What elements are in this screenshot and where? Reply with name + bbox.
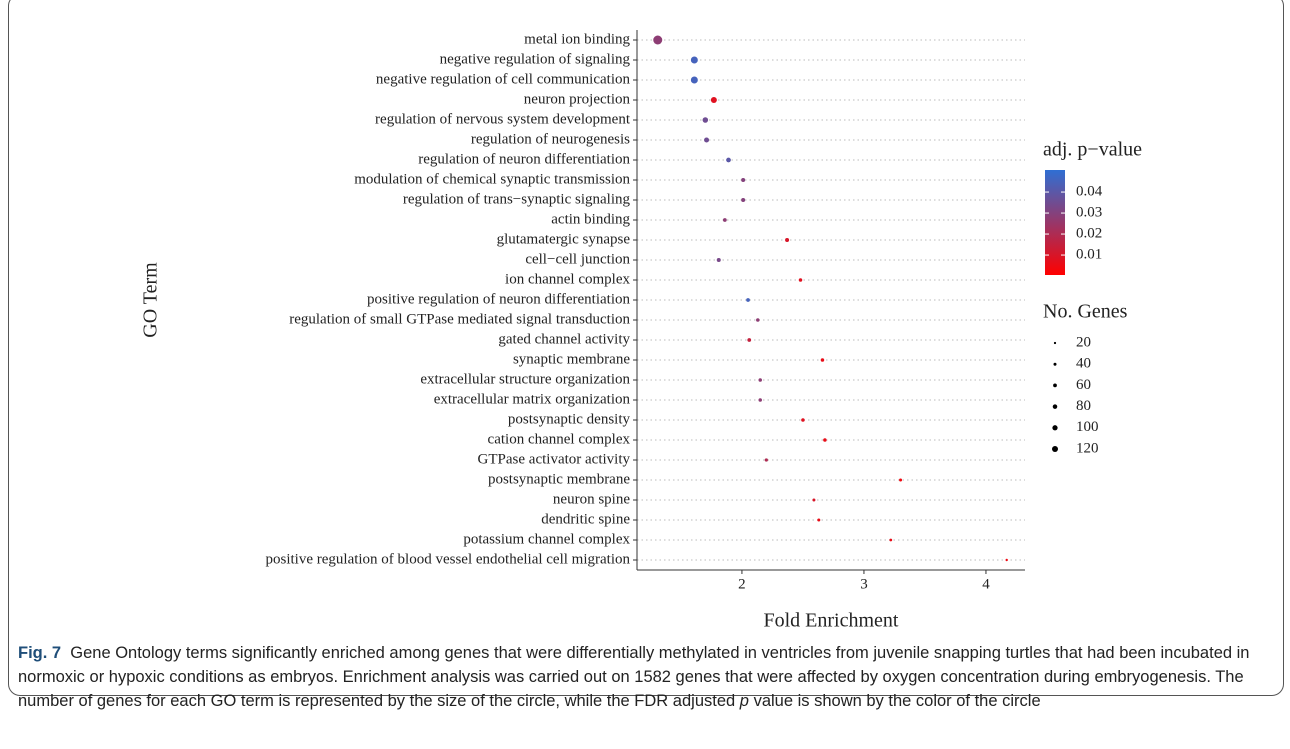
dot [741, 178, 746, 182]
y-tick-label: ion channel complex [505, 271, 630, 287]
y-tick-label: metal ion binding [524, 31, 630, 47]
color-bar [1045, 170, 1065, 275]
chart: GO Term Fold Enrichment adj. p−value No.… [140, 30, 1142, 632]
x-tick-label: 4 [982, 576, 990, 592]
y-tick-label: neuron projection [524, 91, 631, 107]
y-tick-label: negative regulation of signaling [440, 51, 631, 67]
dot [690, 56, 698, 64]
dot [702, 117, 709, 123]
size-legend-label: 40 [1076, 356, 1091, 372]
y-tick-label: synaptic membrane [513, 351, 630, 367]
y-tick-label: actin binding [551, 211, 630, 227]
x-tick-label: 3 [860, 576, 868, 592]
dot [722, 218, 727, 222]
y-tick-label: positive regulation of neuron differenti… [367, 291, 630, 307]
y-tick-label: regulation of small GTPase mediated sign… [289, 311, 630, 327]
caption-label: Fig. 7 [18, 644, 62, 662]
y-tick-label: gated channel activity [498, 331, 630, 347]
caption-text: Gene Ontology terms significantly enrich… [18, 644, 1250, 710]
dot [704, 137, 710, 143]
dot [801, 418, 805, 422]
y-tick-label: GTPase activator activity [478, 451, 631, 467]
dot [785, 238, 790, 242]
color-tick-label: 0.02 [1076, 225, 1102, 241]
y-tick-label: regulation of neuron differentiation [418, 151, 630, 167]
y-tick-label: regulation of nervous system development [375, 111, 631, 127]
y-tick-label: potassium channel complex [463, 531, 630, 547]
dot [716, 258, 721, 262]
dot [764, 458, 768, 462]
y-tick-label: cell−cell junction [525, 251, 630, 267]
dot [820, 358, 825, 362]
y-tick-label: postsynaptic density [508, 411, 631, 427]
dot [653, 35, 663, 45]
dot [756, 318, 760, 322]
dot [1005, 558, 1008, 562]
dot [758, 378, 762, 382]
y-tick-label: modulation of chemical synaptic transmis… [354, 171, 630, 187]
size-legend-dot [1053, 383, 1057, 388]
dot [899, 478, 903, 482]
x-axis-label: Fold Enrichment [764, 610, 899, 632]
dot [812, 498, 816, 502]
y-axis-label: GO Term [140, 262, 162, 338]
dot [747, 338, 752, 342]
size-legend-label: 20 [1076, 334, 1091, 350]
color-legend-title: adj. p−value [1043, 139, 1142, 161]
dot [889, 538, 893, 542]
size-legend-title: No. Genes [1043, 301, 1128, 323]
dot [823, 438, 827, 442]
size-legend-dot [1053, 362, 1057, 366]
y-tick-label: dendritic spine [541, 511, 630, 527]
color-tick-label: 0.04 [1076, 183, 1103, 199]
size-legend-dot [1052, 425, 1058, 431]
figure-frame [8, 0, 1284, 696]
caption-italic: p [739, 692, 749, 710]
dot [690, 76, 698, 84]
y-tick-label: regulation of trans−synaptic signaling [403, 191, 631, 207]
size-legend-label: 100 [1076, 419, 1099, 435]
size-legend-label: 60 [1076, 377, 1091, 393]
y-tick-label: glutamatergic synapse [497, 231, 631, 247]
dot [798, 278, 803, 282]
color-tick-label: 0.03 [1076, 204, 1102, 220]
y-tick-label: positive regulation of blood vessel endo… [266, 551, 631, 567]
size-legend-label: 120 [1076, 440, 1099, 456]
x-tick-label: 2 [738, 576, 746, 592]
dot [741, 198, 746, 202]
caption: Fig. 7 Gene Ontology terms significantly… [18, 641, 1268, 713]
y-tick-label: negative regulation of cell communicatio… [376, 71, 631, 87]
y-tick-label: extracellular structure organization [420, 371, 630, 387]
size-legend-dot [1052, 446, 1058, 452]
size-legend-dot [1053, 341, 1057, 345]
size-legend-dot [1052, 404, 1058, 409]
y-tick-label: neuron spine [553, 491, 630, 507]
caption-text-end: value is shown by the color of the circl… [753, 692, 1041, 710]
size-legend-label: 80 [1076, 398, 1091, 414]
y-tick-label: extracellular matrix organization [434, 391, 631, 407]
color-tick-label: 0.01 [1076, 246, 1102, 262]
dot [710, 97, 717, 103]
dot [817, 518, 821, 522]
y-tick-label: regulation of neurogenesis [471, 131, 630, 147]
dot [746, 298, 750, 302]
y-tick-label: postsynaptic membrane [488, 471, 630, 487]
y-tick-label: cation channel complex [488, 431, 631, 447]
dot [758, 398, 762, 402]
dot [726, 157, 731, 163]
